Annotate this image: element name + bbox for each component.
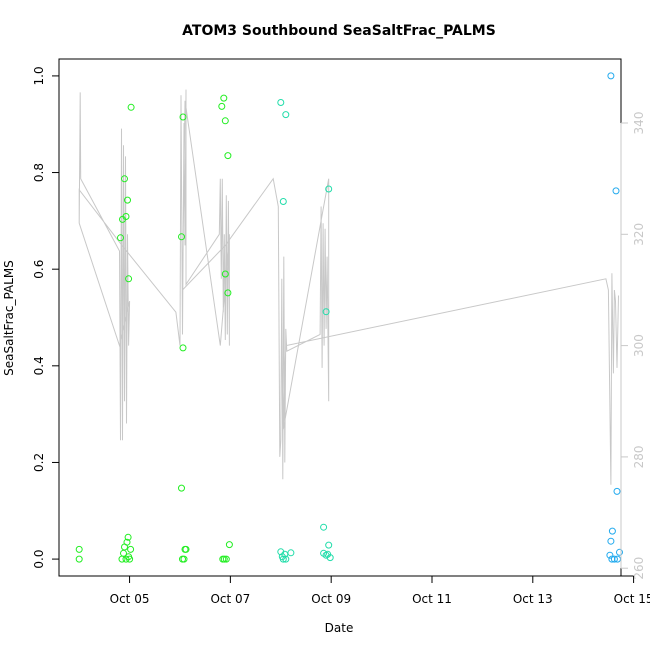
data-point [220,555,228,563]
data-point [121,175,128,183]
data-point [320,523,328,531]
y-axis: 0.0 0.2 0.4 0.6 0.8 1.0 [32,66,60,569]
x-axis-label: Date [325,621,354,635]
data-point [221,270,229,278]
data-point [325,185,333,193]
y2-tick-label: 300 [632,334,646,357]
data-point [218,102,226,110]
y-tick-label: 0.8 [32,163,46,182]
data-points [75,72,623,563]
data-point [178,233,185,241]
data-point [225,541,233,549]
x-tick-label: Oct 05 [110,592,150,606]
x-tick-label: Oct 11 [412,592,452,606]
y2-tick-label: 260 [632,557,646,580]
y-tick-label: 1.0 [32,66,46,85]
y-tick-label: 0.2 [32,453,46,472]
data-point [279,555,287,563]
data-point [607,537,615,545]
data-point [277,99,285,106]
data-point [220,94,228,102]
data-point [123,538,131,546]
data-point [613,487,621,495]
data-point [282,555,290,563]
series-line [78,89,619,485]
data-point [126,555,134,563]
data-point [279,198,287,205]
chart-title: ATOM3 Southbound SeaSaltFrac_PALMS [182,23,496,39]
secondary-y-axis: 260 280 300 320 340 [620,112,646,580]
data-point [179,113,187,121]
data-point [127,545,135,553]
data-point [122,213,130,220]
y-axis-label: SeaSaltFrac_PALMS [2,260,16,376]
data-point [178,484,185,492]
plot-frame [58,58,622,577]
y-tick-label: 0.6 [32,260,46,279]
data-point [222,555,230,563]
y-tick-label: 0.0 [32,550,46,569]
y2-tick-label: 340 [632,112,646,135]
secondary-series-line [78,89,619,485]
data-point [287,549,295,557]
data-point [125,275,133,283]
data-point [224,289,232,297]
data-point [326,554,334,562]
y2-tick-label: 280 [632,445,646,468]
data-point [607,72,615,80]
data-point [608,527,616,535]
data-point [224,152,232,160]
y2-tick-label: 320 [632,223,646,246]
data-point [221,117,229,125]
data-point [322,308,330,316]
data-point [180,555,188,563]
x-tick-label: Oct 07 [210,592,250,606]
data-point [179,344,187,352]
x-tick-label: Oct 09 [311,592,351,606]
data-point [182,545,190,553]
data-point [616,548,623,556]
data-point [612,187,620,195]
data-point [75,555,83,563]
data-point [124,533,132,541]
data-point [610,555,618,563]
y-tick-label: 0.4 [32,356,46,375]
x-tick-label: Oct 13 [513,592,553,606]
data-point [75,545,83,553]
data-point [127,103,135,111]
data-point [282,111,290,119]
data-point [606,551,614,559]
x-tick-label: Oct 15 [614,592,650,606]
x-axis: Oct 05 Oct 07 Oct 09 Oct 11 Oct 13 Oct 15 [110,575,650,606]
data-point [325,541,333,549]
data-point [117,234,124,242]
data-point [124,196,131,204]
